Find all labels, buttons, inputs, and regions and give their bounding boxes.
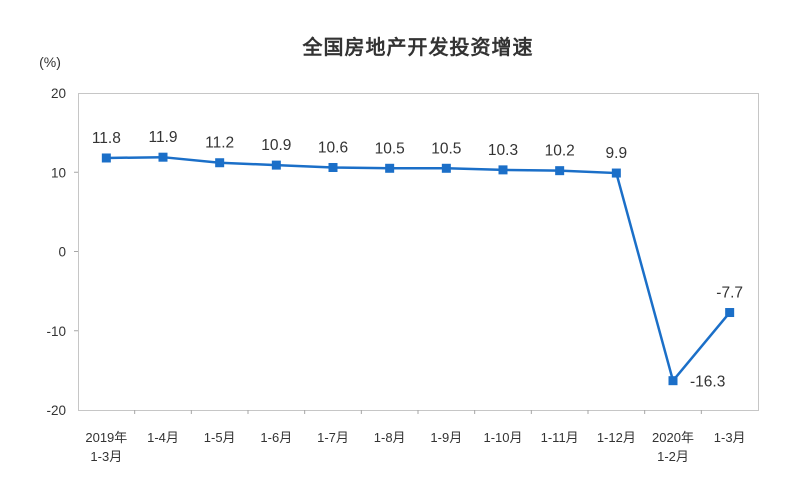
data-marker — [498, 165, 508, 175]
x-axis-tick-label: 1-11月 — [541, 430, 579, 445]
data-label: 10.6 — [318, 139, 348, 156]
data-marker — [158, 152, 168, 162]
data-marker — [725, 308, 735, 318]
data-marker — [555, 166, 565, 176]
data-label: 10.3 — [488, 142, 518, 159]
x-axis-tick-label: 1-6月 — [260, 430, 292, 445]
data-marker — [441, 163, 451, 173]
data-marker — [215, 158, 225, 168]
x-axis-tick-label: 1-8月 — [374, 430, 406, 445]
data-marker — [668, 376, 678, 386]
y-axis-tick-label: 10 — [51, 165, 66, 180]
y-axis-tick-label: -10 — [46, 324, 66, 339]
data-label: 11.9 — [148, 129, 177, 146]
data-label: -7.7 — [716, 285, 743, 302]
x-axis-tick-label: 2020年 — [652, 430, 694, 445]
data-line — [106, 155, 731, 384]
x-axis-tick-label: 2019年 — [85, 430, 127, 445]
x-axis-tick-label: 1-7月 — [317, 430, 349, 445]
chart-title: 全国房地产开发投资增速 — [302, 37, 534, 59]
y-axis-tick-label: 20 — [51, 86, 66, 101]
data-label: 10.2 — [545, 143, 575, 160]
x-axis-tick-label: 1-9月 — [430, 430, 462, 445]
data-marker — [385, 163, 395, 173]
x-axis-tick-label: 1-5月 — [204, 430, 236, 445]
x-axis-tick-label: 1-3月 — [714, 430, 746, 445]
data-marker — [271, 160, 281, 170]
data-label: 10.5 — [375, 140, 405, 157]
x-axis-tick-label: 1-4月 — [147, 430, 179, 445]
data-label: 11.2 — [205, 135, 234, 152]
data-label: 11.8 — [92, 130, 121, 147]
y-axis-tick-label: -20 — [46, 403, 66, 418]
data-marker — [611, 168, 621, 178]
data-label: 9.9 — [606, 145, 628, 162]
x-axis-tick-label: 1-12月 — [597, 430, 636, 445]
x-axis-tick-label: 1-2月 — [657, 449, 689, 464]
data-marker — [101, 153, 111, 163]
x-axis-tick-label: 1-3月 — [90, 449, 122, 464]
data-label: 10.5 — [431, 140, 461, 157]
plot-border — [78, 93, 759, 411]
data-marker — [328, 162, 338, 172]
y-axis-unit-label: (%) — [39, 54, 61, 70]
x-axis-tick-label: 1-10月 — [483, 430, 522, 445]
data-label: 10.9 — [261, 137, 291, 154]
y-axis-tick-label: 0 — [58, 245, 66, 260]
data-label: -16.3 — [690, 374, 725, 391]
